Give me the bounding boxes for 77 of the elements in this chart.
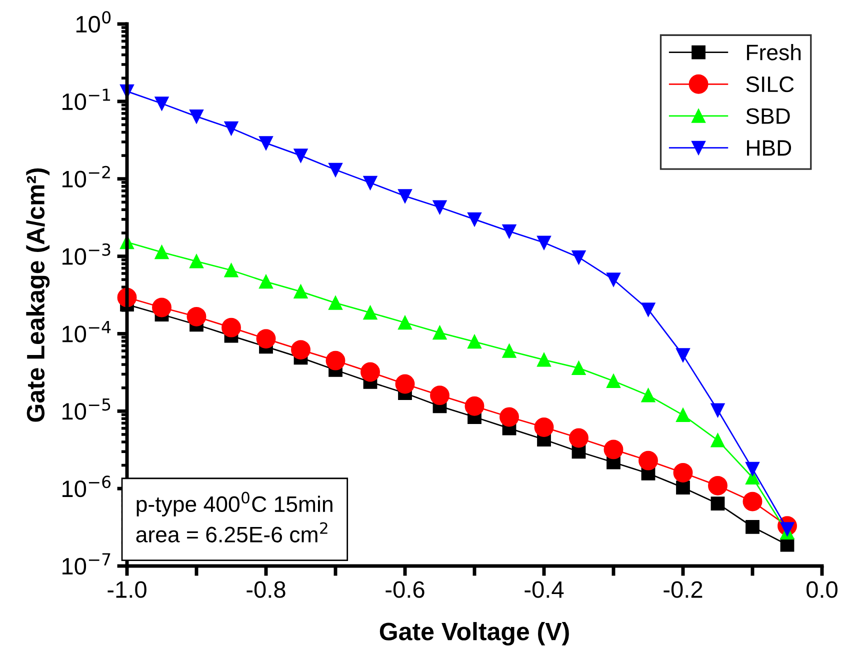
x-tick-label: -0.2: [664, 581, 702, 598]
point: [464, 396, 484, 416]
y-tick-label: 10$^{−4}$: [62, 321, 111, 342]
x-tick-label: -1.0: [108, 581, 146, 598]
point: [604, 440, 624, 460]
y-tick-label: 10$^{−5}$: [62, 398, 110, 420]
legend-label: SILC: [746, 76, 794, 92]
x-tick-label: 0.0: [806, 581, 838, 598]
point: [259, 274, 273, 289]
point: [502, 344, 516, 358]
point: [186, 306, 206, 326]
point: [224, 121, 238, 136]
x-tick-label: -0.6: [386, 581, 424, 598]
point: [432, 326, 447, 340]
y-tick-label: 10$^{−6}$: [62, 476, 111, 498]
point: [224, 263, 238, 278]
point: [742, 492, 762, 512]
point: [468, 334, 482, 349]
point: [154, 245, 169, 260]
point: [294, 284, 308, 299]
annotation: p-type 400$^{0}$C 15min area = 6.25E-6 cm$^{2}$: [136, 492, 332, 542]
point: [708, 476, 728, 496]
point: [259, 136, 273, 150]
point: [326, 350, 346, 370]
y-axis-title: Gate Leakage (A/cm²): [26, 168, 50, 422]
point: [676, 480, 690, 495]
point: [328, 296, 342, 310]
legend-label: SBD: [746, 108, 790, 124]
point: [641, 388, 656, 402]
x-tick-label: -0.4: [524, 581, 564, 598]
point: [328, 162, 342, 177]
point: [537, 236, 551, 250]
y-tick-label: 10$^{0}$: [76, 11, 111, 33]
point: [710, 403, 725, 418]
legend-label: Fresh: [747, 44, 801, 60]
point: [190, 254, 204, 268]
point: [502, 224, 516, 238]
point: [398, 316, 412, 330]
point: [676, 408, 690, 422]
point: [500, 407, 519, 427]
x-axis-title: Gate Voltage (V): [380, 622, 569, 646]
point: [606, 272, 620, 287]
point: [569, 428, 588, 448]
point: [363, 306, 378, 320]
point: [363, 176, 378, 190]
point: [154, 96, 169, 110]
point: [606, 374, 620, 388]
point: [641, 302, 656, 317]
point: [537, 352, 551, 367]
point: [710, 433, 725, 448]
point: [673, 463, 693, 482]
point: [152, 298, 172, 318]
point: [398, 189, 412, 203]
point: [222, 318, 241, 338]
legend-label: HBD: [747, 140, 792, 156]
point: [638, 450, 658, 470]
point: [360, 362, 380, 382]
point: [534, 417, 554, 437]
point: [294, 148, 308, 162]
point: [572, 250, 586, 264]
point: [430, 386, 450, 406]
y-tick-label: 10$^{−1}$: [62, 88, 110, 110]
point: [746, 462, 760, 476]
y-tick-label: 10$^{−7}$: [62, 553, 110, 575]
point: [432, 200, 447, 214]
point: [190, 109, 204, 124]
point: [572, 361, 586, 376]
point: [256, 329, 276, 349]
point: [468, 212, 482, 226]
y-tick-label: 10$^{−3}$: [62, 243, 110, 265]
point: [291, 340, 310, 360]
point: [710, 496, 725, 511]
point: [746, 520, 760, 534]
y-tick-label: 10$^{−2}$: [62, 166, 110, 188]
point: [395, 374, 415, 394]
point: [676, 348, 690, 362]
x-tick-label: -0.8: [246, 581, 286, 598]
